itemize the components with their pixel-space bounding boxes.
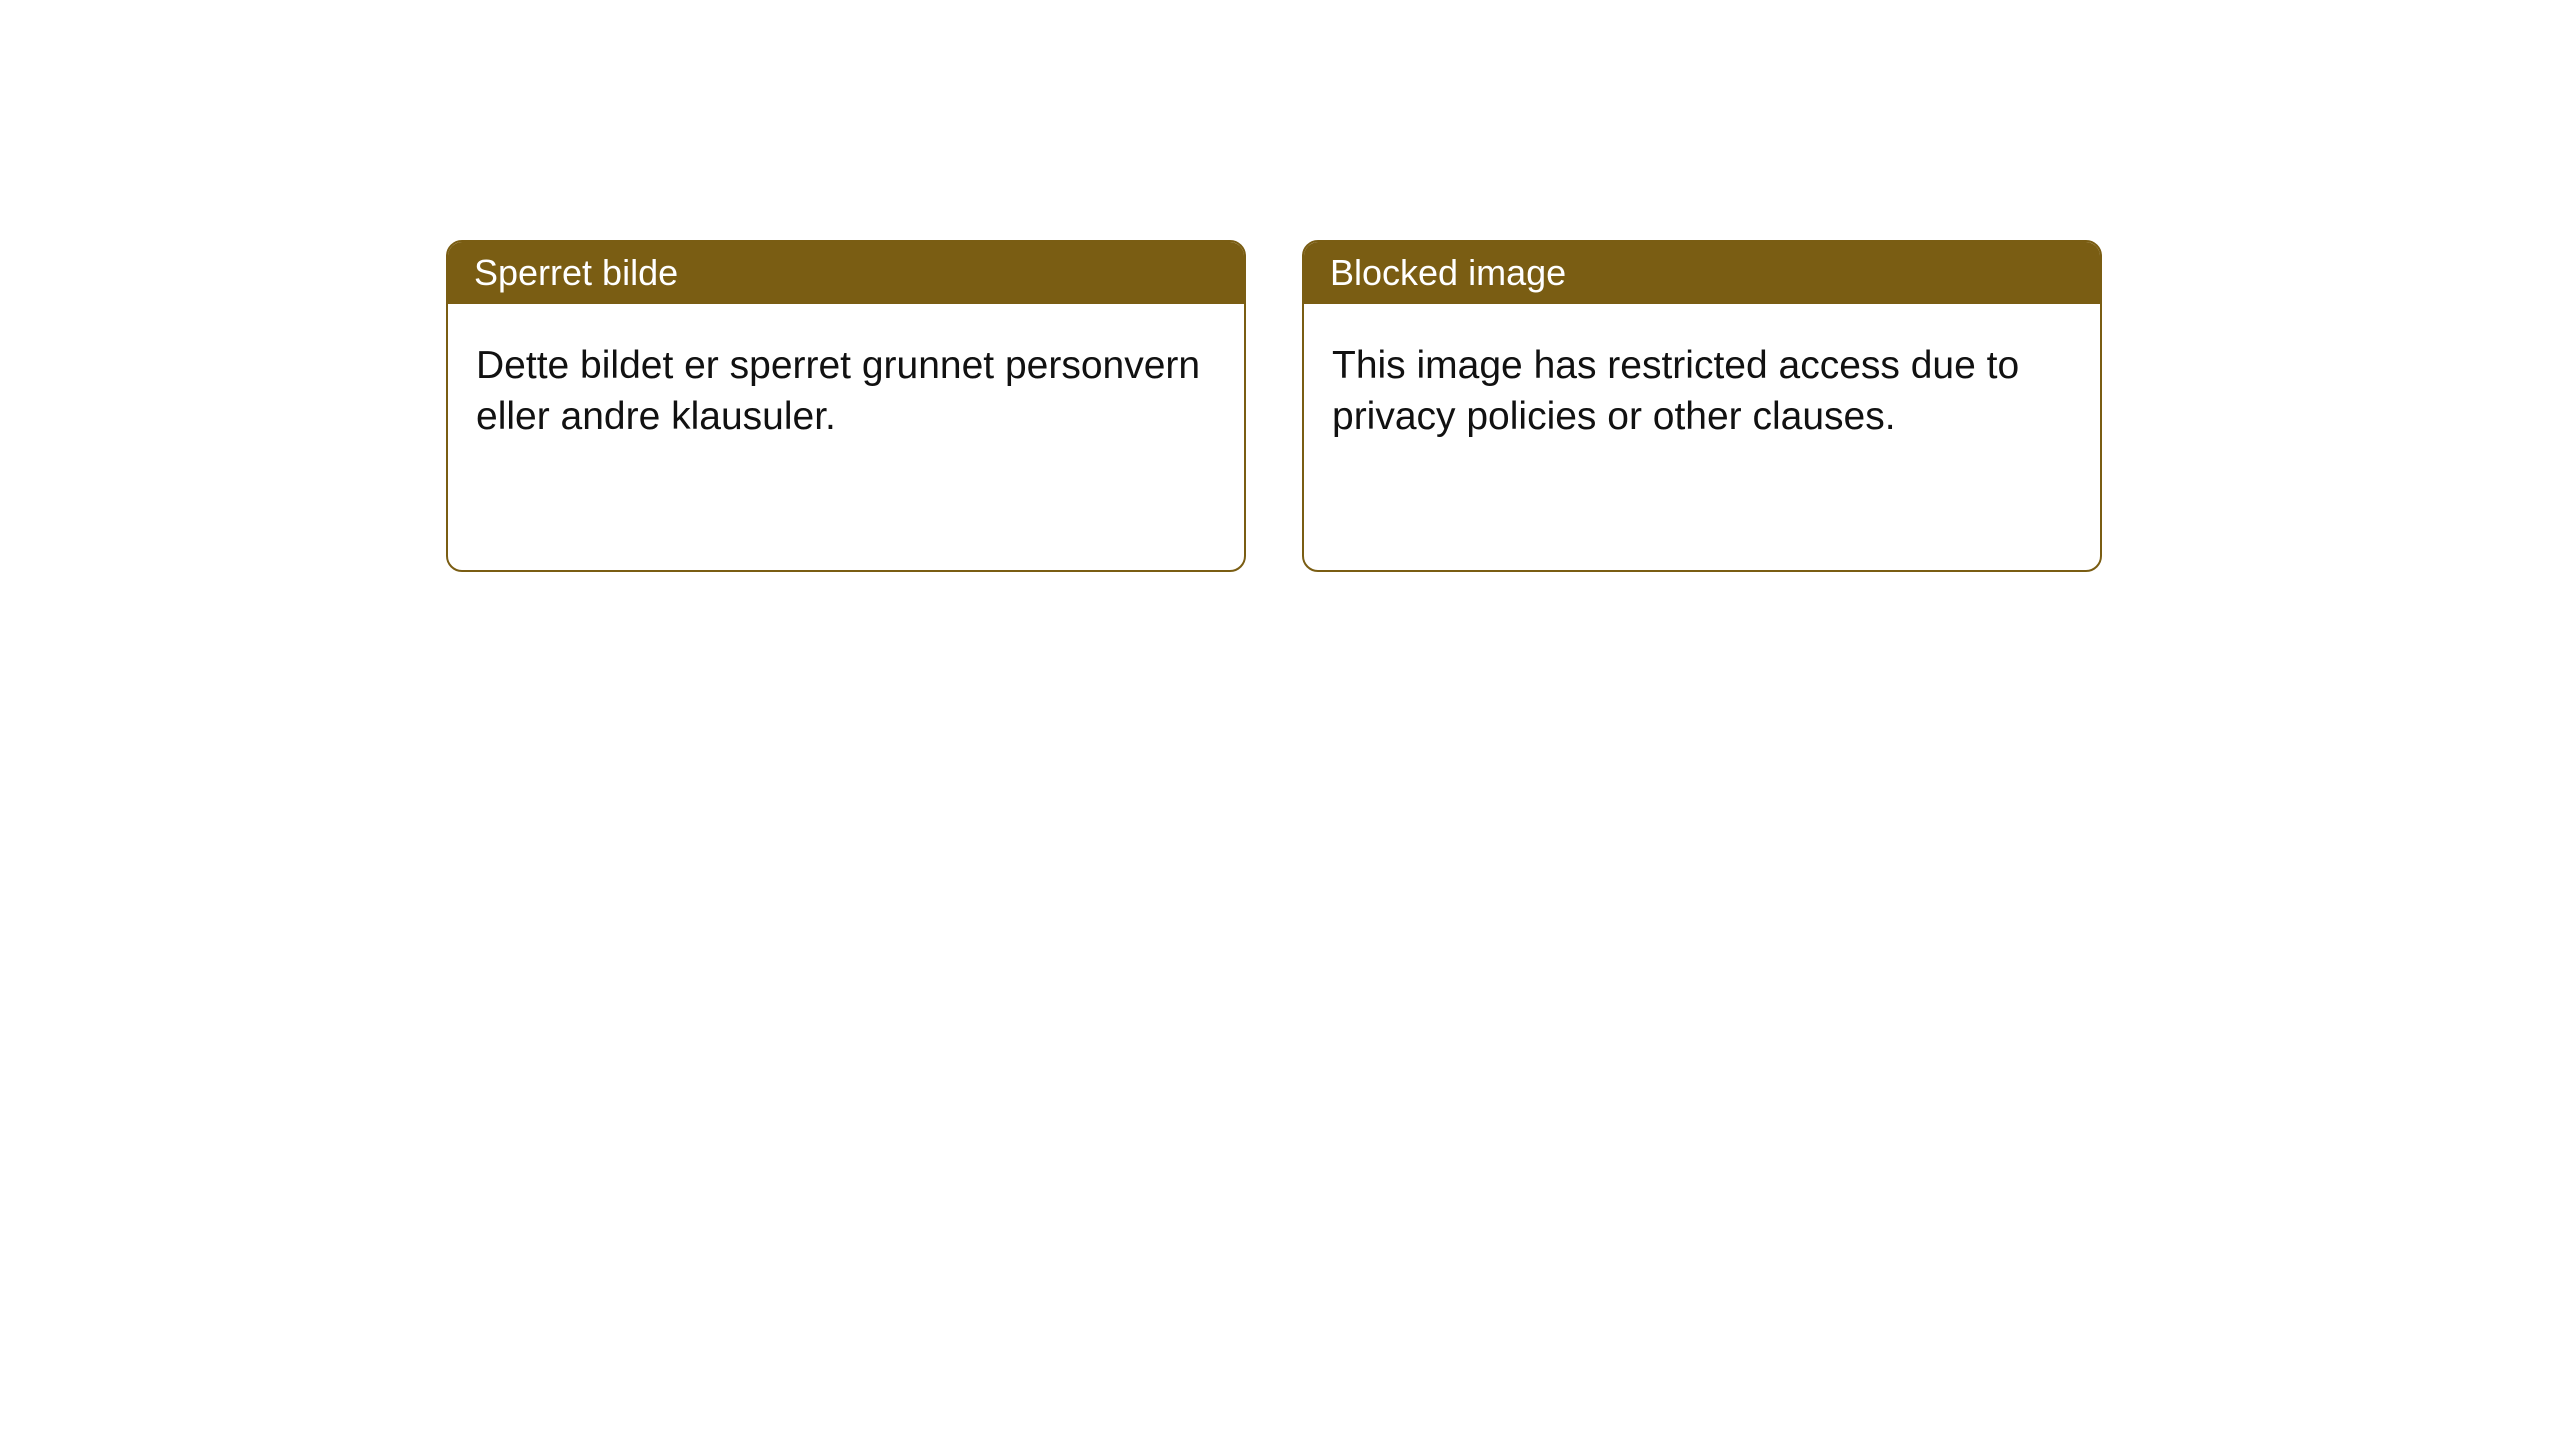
notice-header-text: Blocked image: [1330, 252, 1566, 293]
notice-body-text: This image has restricted access due to …: [1332, 344, 2019, 438]
notice-header-norwegian: Sperret bilde: [448, 242, 1244, 304]
notice-body-norwegian: Dette bildet er sperret grunnet personve…: [448, 304, 1244, 479]
notice-body-text: Dette bildet er sperret grunnet personve…: [476, 344, 1200, 438]
notice-header-english: Blocked image: [1304, 242, 2100, 304]
notice-box-english: Blocked image This image has restricted …: [1302, 240, 2102, 572]
notice-body-english: This image has restricted access due to …: [1304, 304, 2100, 479]
notice-container: Sperret bilde Dette bildet er sperret gr…: [0, 0, 2560, 572]
notice-header-text: Sperret bilde: [474, 252, 678, 293]
notice-box-norwegian: Sperret bilde Dette bildet er sperret gr…: [446, 240, 1246, 572]
